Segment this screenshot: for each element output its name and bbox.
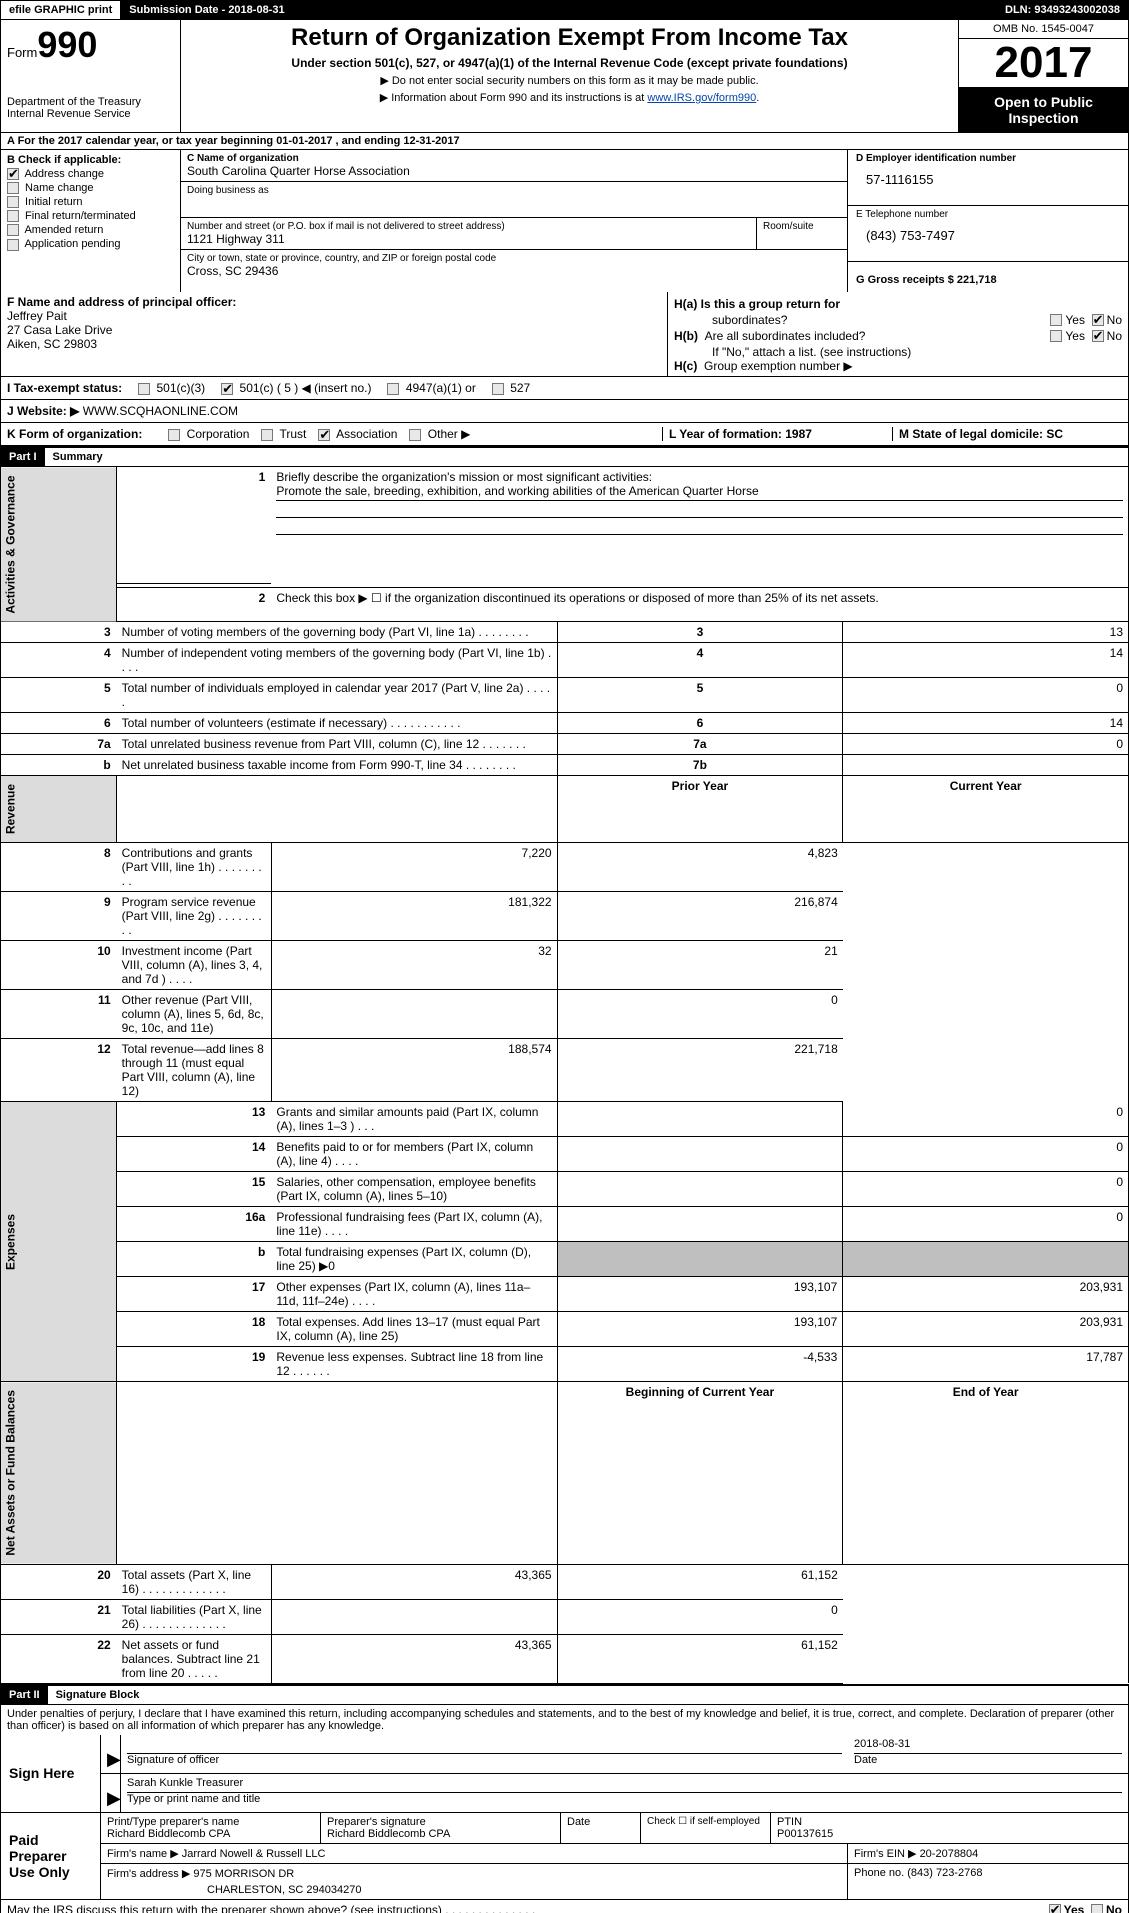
form-header: Form990 Department of the Treasury Inter… <box>0 20 1129 133</box>
form-label: Form <box>7 45 37 60</box>
ha-yes-checkbox[interactable] <box>1050 314 1062 326</box>
dba-label: Doing business as <box>187 185 841 196</box>
org-name: South Carolina Quarter Horse Association <box>187 164 841 178</box>
submission-date: Submission Date - 2018-08-31 <box>121 1 997 19</box>
street-label: Number and street (or P.O. box if mail i… <box>187 221 750 232</box>
section-b-label: B Check if applicable: <box>7 154 174 166</box>
section-h: H(a) Is this a group return for subordin… <box>668 292 1128 376</box>
top-bar: efile GRAPHIC print Submission Date - 20… <box>0 0 1129 20</box>
row-k: K Form of organization: Corporation Trus… <box>0 423 1129 446</box>
open-to-public: Open to PublicInspection <box>959 88 1128 132</box>
part2-header: Part II Signature Block <box>0 1684 1129 1705</box>
phone-val: (843) 753-7497 <box>856 228 1120 243</box>
chk-0[interactable] <box>7 168 19 180</box>
row-a-tax-year: A For the 2017 calendar year, or tax yea… <box>0 133 1129 150</box>
ein-val: 57-1116155 <box>856 172 1120 187</box>
hb-no-checkbox[interactable] <box>1092 330 1104 342</box>
city-label: City or town, state or province, country… <box>187 253 841 264</box>
sign-here-block: Sign Here ▶ Signature of officer 2018-08… <box>0 1735 1129 1813</box>
firm-addr2: CHARLESTON, SC 294034270 <box>107 1884 841 1896</box>
street-val: 1121 Highway 311 <box>187 232 750 246</box>
section-f: F Name and address of principal officer:… <box>1 292 668 376</box>
chk-4[interactable] <box>7 224 19 236</box>
officer-addr2: Aiken, SC 29803 <box>7 337 661 351</box>
chk-1[interactable] <box>7 182 19 194</box>
preparer-block: Paid Preparer Use Only Print/Type prepar… <box>0 1813 1129 1900</box>
chk-2[interactable] <box>7 196 19 208</box>
k-opt-2[interactable] <box>318 429 330 441</box>
dept-treasury: Department of the Treasury <box>7 96 174 108</box>
col-end-year: End of Year <box>843 1382 1129 1565</box>
firm-name: Jarrard Nowell & Russell LLC <box>182 1848 326 1860</box>
state-domicile: M State of legal domicile: SC <box>892 427 1122 441</box>
summary-table: Activities & Governance 1 Briefly descri… <box>0 467 1129 1684</box>
irs-link[interactable]: www.IRS.gov/form990 <box>647 92 756 104</box>
k-opt-0[interactable] <box>168 429 180 441</box>
firm-phone: (843) 723-2768 <box>907 1867 982 1879</box>
part1-header: Part I Summary <box>0 446 1129 467</box>
k-opt-1[interactable] <box>261 429 273 441</box>
dln-label: DLN: 93493243002038 <box>997 1 1128 19</box>
officer-addr1: 27 Casa Lake Drive <box>7 323 661 337</box>
efile-print-button[interactable]: efile GRAPHIC print <box>1 1 121 19</box>
city-val: Cross, SC 29436 <box>187 264 841 278</box>
website-val: WWW.SCQHAONLINE.COM <box>83 404 238 418</box>
501c-checkbox[interactable] <box>221 383 233 395</box>
signature-intro: Under penalties of perjury, I declare th… <box>0 1705 1129 1735</box>
firm-addr: 975 MORRISON DR <box>193 1868 294 1880</box>
section-d: D Employer identification number 57-1116… <box>848 150 1128 292</box>
chk-3[interactable] <box>7 210 19 222</box>
col-begin-year: Beginning of Current Year <box>557 1382 843 1565</box>
section-c: C Name of organization South Carolina Qu… <box>181 150 848 292</box>
hb-yes-checkbox[interactable] <box>1050 330 1062 342</box>
vlabel-expenses: Expenses <box>1 1102 117 1382</box>
527-checkbox[interactable] <box>492 383 504 395</box>
vlabel-governance: Activities & Governance <box>1 467 117 622</box>
officer-label: F Name and address of principal officer: <box>7 295 236 309</box>
vlabel-net: Net Assets or Fund Balances <box>1 1382 117 1565</box>
preparer-name: Richard Biddlecomb CPA <box>107 1828 314 1840</box>
hb-note: If "No," attach a list. (see instruction… <box>674 345 1122 359</box>
501c3-checkbox[interactable] <box>138 383 150 395</box>
row-i: I Tax-exempt status: 501(c)(3) 501(c) ( … <box>0 377 1129 400</box>
sig-date-val: 2018-08-31 <box>854 1738 1122 1754</box>
chk-5[interactable] <box>7 239 19 251</box>
discuss-no-checkbox[interactable] <box>1091 1904 1103 1913</box>
form-subtitle: Under section 501(c), 527, or 4947(a)(1)… <box>189 56 950 70</box>
mission-text: Promote the sale, breeding, exhibition, … <box>276 484 758 498</box>
ssn-note: Do not enter social security numbers on … <box>189 74 950 87</box>
col-prior-year: Prior Year <box>557 776 843 843</box>
officer-name: Jeffrey Pait <box>7 309 661 323</box>
form-number: 990 <box>37 24 97 65</box>
discuss-yes-checkbox[interactable] <box>1049 1904 1061 1913</box>
ein-label: D Employer identification number <box>856 153 1016 164</box>
hc-label: H(c) Group exemption number ▶ <box>674 359 1122 373</box>
info-note: Information about Form 990 and its instr… <box>189 91 950 104</box>
name-label: C Name of organization <box>187 153 299 164</box>
section-b: B Check if applicable: Address change Na… <box>1 150 181 292</box>
omb-number: OMB No. 1545-0047 <box>959 20 1128 39</box>
sig-date-label: Date <box>854 1754 1122 1766</box>
gross-receipts: G Gross receipts $ 221,718 <box>856 274 1120 286</box>
discuss-row: May the IRS discuss this return with the… <box>0 1900 1129 1913</box>
phone-label: E Telephone number <box>856 209 1120 220</box>
room-label: Room/suite <box>763 221 841 232</box>
sig-name-label: Type or print name and title <box>127 1793 1122 1805</box>
tax-year: 2017 <box>959 39 1128 88</box>
year-formation: L Year of formation: 1987 <box>662 427 892 441</box>
sig-officer-label: Signature of officer <box>127 1754 842 1766</box>
form-title: Return of Organization Exempt From Incom… <box>189 24 950 52</box>
4947-checkbox[interactable] <box>387 383 399 395</box>
ptin-val: P00137615 <box>777 1828 1122 1840</box>
line2-text: Check this box ▶ ☐ if the organization d… <box>271 588 1128 622</box>
firm-ein: 20-2078804 <box>920 1848 979 1860</box>
row-j: J Website: ▶ WWW.SCQHAONLINE.COM <box>0 400 1129 423</box>
vlabel-revenue: Revenue <box>1 776 117 843</box>
col-current-year: Current Year <box>843 776 1129 843</box>
preparer-sig: Richard Biddlecomb CPA <box>327 1828 554 1840</box>
k-opt-3[interactable] <box>409 429 421 441</box>
self-employed-check[interactable]: Check ☐ if self-employed <box>641 1813 771 1843</box>
ha-no-checkbox[interactable] <box>1092 314 1104 326</box>
dept-irs: Internal Revenue Service <box>7 108 174 120</box>
